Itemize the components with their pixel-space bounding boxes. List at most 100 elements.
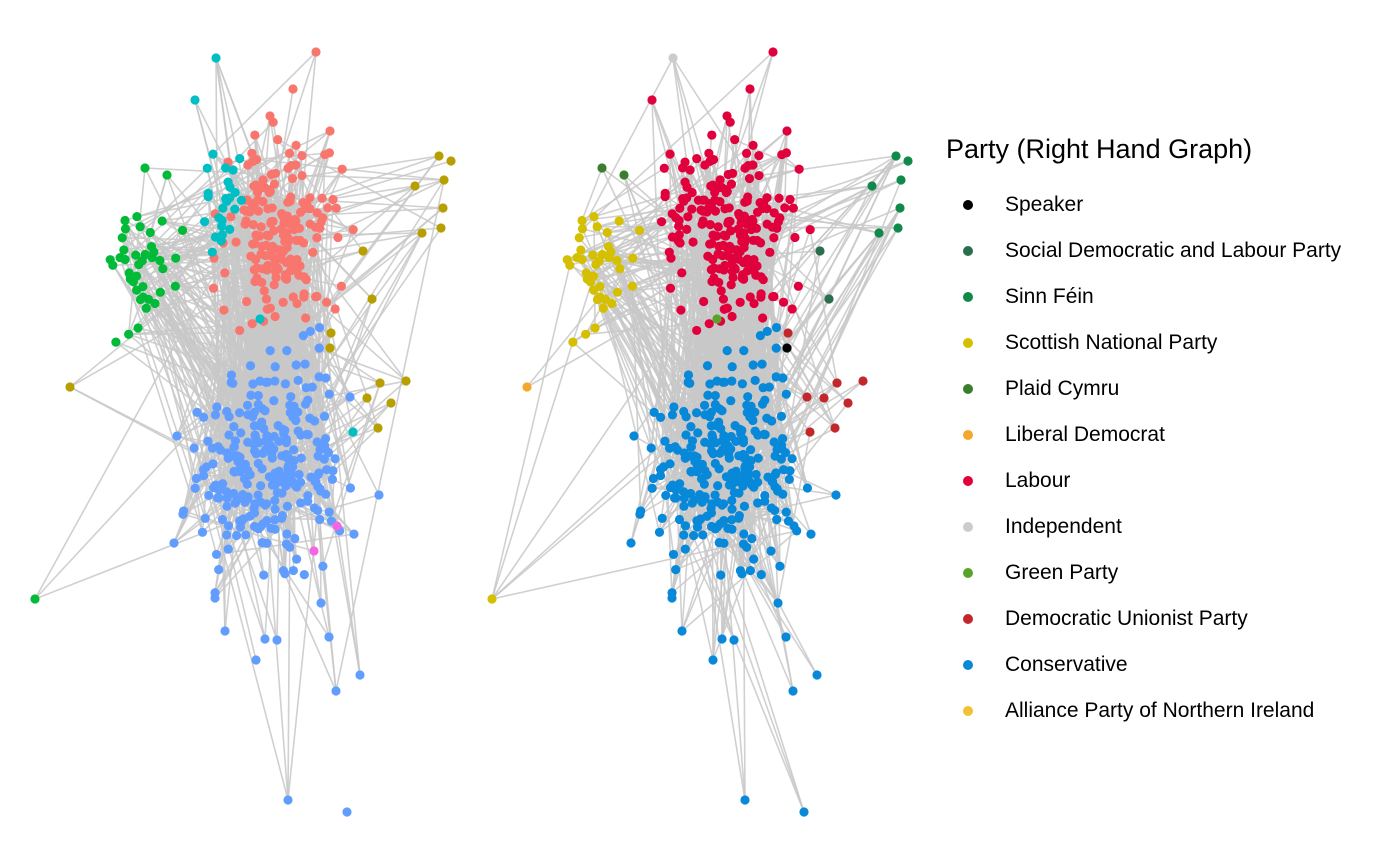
legend-item: Conservative [946, 642, 1396, 688]
mp-node [293, 375, 303, 386]
mp-node [132, 211, 142, 222]
mp-node [680, 521, 691, 531]
mp-node [706, 439, 716, 449]
mp-node [255, 231, 265, 241]
mp-node [324, 507, 334, 517]
mp-node [202, 163, 212, 173]
mp-node [765, 247, 775, 257]
mp-node [728, 272, 738, 283]
mp-node [727, 495, 737, 506]
legend-label: Democratic Unionist Party [1005, 607, 1248, 630]
mp-node [815, 246, 825, 256]
graph-edge [749, 296, 784, 495]
mp-node [716, 570, 726, 580]
mp-node [667, 410, 678, 420]
mp-node [615, 264, 625, 274]
legend-swatch [963, 200, 973, 210]
mp-node [342, 807, 352, 817]
mp-node [767, 477, 778, 487]
mp-node [145, 227, 155, 238]
mp-node [303, 395, 313, 405]
mp-node [727, 362, 737, 372]
mp-node [234, 408, 245, 418]
graph-edge [587, 254, 723, 280]
mp-node [204, 490, 214, 501]
legend-item: Green Party [946, 550, 1396, 596]
mp-node [692, 153, 702, 164]
mp-node [299, 570, 309, 580]
mp-node [259, 570, 269, 580]
mp-node [830, 423, 840, 433]
mp-node [120, 215, 130, 226]
legend-item: Liberal Democrat [946, 412, 1396, 458]
mp-node [232, 530, 242, 541]
mp-node [727, 504, 737, 514]
legend-swatch [963, 522, 973, 532]
mp-node [788, 203, 798, 213]
mp-node [699, 296, 709, 307]
graph-edge [585, 320, 721, 336]
mp-node [766, 503, 777, 513]
graph-edge [123, 234, 223, 251]
mp-node [211, 53, 221, 63]
graph-edge [150, 121, 274, 248]
mp-node [723, 243, 733, 253]
mp-node [171, 253, 181, 263]
graph-edge [581, 167, 603, 221]
mp-node [282, 345, 292, 356]
mp-node [208, 483, 219, 493]
mp-node [282, 211, 292, 221]
mp-node [740, 795, 750, 805]
graph-edge [717, 269, 736, 423]
mp-node [717, 406, 727, 416]
legend-label: Social Democratic and Labour Party [1005, 239, 1342, 262]
mp-node [258, 519, 268, 529]
mp-node [253, 399, 263, 410]
mp-node [671, 212, 681, 223]
mp-node [281, 449, 291, 460]
mp-node [249, 421, 259, 431]
mp-node [712, 183, 722, 193]
mp-node [706, 265, 716, 275]
mp-node [325, 343, 335, 353]
mp-node [776, 411, 787, 421]
mp-node [280, 425, 290, 436]
mp-node [738, 449, 748, 460]
legend-title: Party (Right Hand Graph) [946, 134, 1253, 164]
mp-node [278, 297, 288, 307]
mp-node [198, 470, 209, 481]
mp-node [256, 222, 266, 232]
graph-edge [789, 185, 873, 201]
mp-node [685, 378, 695, 388]
legend-swatch [963, 338, 973, 348]
mp-node [716, 286, 726, 296]
mp-node [286, 192, 296, 202]
mp-node [312, 291, 322, 302]
mp-node [289, 445, 299, 455]
graph-edge [287, 510, 319, 801]
graph-edge [330, 382, 381, 522]
mp-node [192, 407, 202, 418]
mp-node [648, 473, 659, 484]
mp-node [247, 319, 257, 329]
mp-node [207, 247, 217, 257]
graph-edge [322, 382, 381, 567]
mp-node [222, 493, 232, 503]
mp-node [677, 626, 687, 636]
graph-edge [590, 245, 720, 283]
mp-node [730, 134, 740, 145]
mp-node [714, 538, 724, 548]
legend-item: Plaid Cymru [946, 366, 1396, 412]
mp-node [706, 446, 717, 456]
legend-label: Sinn Féin [1005, 285, 1094, 308]
mp-node [589, 285, 599, 295]
mp-node [307, 382, 317, 392]
graph-edge [194, 99, 289, 468]
mp-node [727, 472, 737, 482]
mp-node [719, 265, 729, 275]
mp-node [753, 498, 763, 508]
mp-node [764, 382, 774, 392]
mp-node [780, 203, 790, 213]
mp-node [312, 233, 322, 243]
mp-node [296, 453, 306, 463]
